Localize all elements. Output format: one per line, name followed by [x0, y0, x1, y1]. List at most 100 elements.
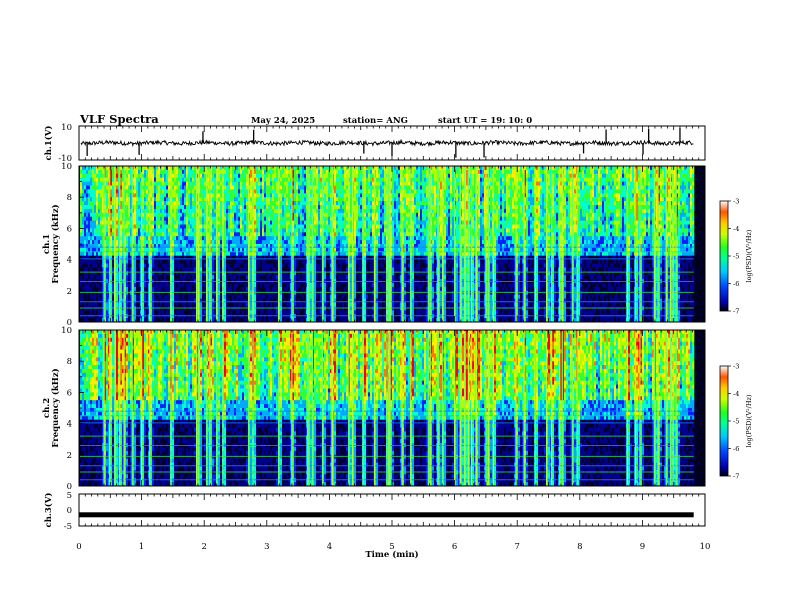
spectrogram-cell	[272, 228, 275, 233]
spectrogram-cell	[236, 290, 239, 295]
spectrogram-cell	[212, 185, 215, 190]
spectrogram-cell	[296, 275, 299, 280]
spectrogram-cell	[116, 290, 119, 295]
spectrogram-cell	[296, 263, 299, 268]
spectrogram-cell	[212, 255, 215, 260]
spectrogram-cell	[230, 244, 233, 249]
spectrogram-cell	[134, 286, 137, 292]
spectrogram-cell	[86, 251, 89, 256]
spectrogram-cell	[284, 173, 287, 178]
spectrogram-cell	[242, 302, 245, 307]
spectrogram-cell	[134, 236, 137, 241]
spectrogram-cell	[228, 267, 231, 272]
spectrogram-cell	[180, 220, 183, 225]
spectrogram-cell	[80, 205, 83, 210]
spectrogram-cell	[174, 177, 177, 182]
spectrogram-cell	[288, 251, 291, 256]
spectrogram-cell	[236, 251, 239, 256]
spectrogram-cell	[286, 247, 289, 253]
spectrogram-cell	[256, 263, 259, 268]
spectrogram-cell	[150, 314, 153, 319]
spectrogram-cell	[230, 220, 233, 225]
spectrogram-cell	[174, 201, 177, 206]
spectrogram-cell	[288, 318, 291, 323]
spectrogram-cell	[146, 290, 149, 295]
spectrogram-cell	[122, 208, 125, 214]
spectrogram-cell	[232, 212, 235, 217]
spectrogram-cell	[232, 263, 235, 268]
spectrogram-cell	[192, 302, 195, 307]
spectrogram-cell	[142, 286, 145, 292]
spectrogram-cell	[212, 236, 215, 241]
spectrogram-cell	[112, 267, 115, 272]
spectrogram-cell	[180, 212, 183, 217]
spectrogram-cell	[200, 318, 203, 323]
spectrogram-cell	[184, 197, 187, 202]
spectrogram-cell	[290, 177, 293, 182]
spectrogram-cell	[92, 314, 95, 319]
spectrogram-cell	[102, 173, 105, 178]
spectrogram-cell	[190, 294, 193, 299]
spectrogram-cell	[132, 220, 135, 225]
spectrogram-cell	[178, 236, 181, 241]
spectrogram-cell	[294, 302, 297, 307]
spectrogram-cell	[296, 294, 299, 299]
spectrogram-cell	[218, 290, 221, 295]
spectrogram-cell	[100, 318, 103, 323]
spectrogram-cell	[144, 181, 147, 186]
spectrogram-cell	[142, 310, 145, 315]
spectrogram-cell	[242, 275, 245, 280]
spectrogram-cell	[82, 166, 85, 171]
spectrogram-cell	[98, 240, 101, 245]
spectrogram-cell	[302, 185, 305, 190]
spectrogram-cell	[238, 247, 241, 253]
spectrogram-cell	[312, 318, 315, 323]
spectrogram-cell	[162, 181, 165, 186]
spectrogram-cell	[166, 169, 169, 175]
spectrogram-cell	[156, 216, 159, 221]
spectrogram-cell	[208, 290, 211, 295]
spectrogram-cell	[200, 247, 203, 253]
spectrogram-cell	[234, 205, 237, 210]
spectrogram-cell	[210, 240, 213, 245]
spectrogram-cell	[246, 232, 249, 237]
spectrogram-cell	[268, 224, 271, 229]
spectrogram-cell	[96, 290, 99, 295]
spectrogram-cell	[268, 263, 271, 268]
spectrogram-cell	[98, 216, 101, 221]
spectrogram-cell	[200, 251, 203, 256]
spectrogram-cell	[242, 267, 245, 272]
spectrogram-cell	[112, 306, 115, 311]
spectrogram-cell	[316, 314, 319, 319]
spectrogram-cell	[264, 216, 267, 221]
spectrogram-cell	[226, 314, 229, 319]
spectrogram-cell	[238, 166, 241, 171]
spectrogram-cell	[270, 306, 273, 311]
spectrogram-cell	[100, 185, 103, 190]
spectrogram-cell	[134, 294, 137, 299]
spectrogram-cell	[100, 224, 103, 229]
spectrogram-cell	[138, 197, 141, 202]
spectrogram-cell	[276, 310, 279, 315]
spectrogram-cell	[186, 255, 189, 260]
spectrogram-cell	[82, 212, 85, 217]
spectrogram-cell	[244, 201, 247, 206]
spectrogram-cell	[174, 283, 177, 288]
spectrogram-cell	[290, 263, 293, 268]
spectrogram-cell	[84, 290, 87, 295]
spectrogram-cell	[240, 263, 243, 268]
spectrogram-cell	[256, 318, 259, 323]
spectrogram-cell	[168, 290, 171, 295]
spectrogram-cell	[104, 173, 107, 178]
spectrogram-cell	[116, 302, 119, 307]
spectrogram-cell	[176, 189, 179, 194]
spectrogram-cell	[144, 232, 147, 237]
spectrogram-cell	[188, 294, 191, 299]
spectrogram-cell	[314, 302, 317, 307]
spectrogram-cell	[178, 298, 181, 303]
spectrogram-cell	[270, 197, 273, 202]
spectrogram-cell	[152, 166, 155, 171]
spectrogram-cell	[202, 302, 205, 307]
spectrogram-cell	[160, 185, 163, 190]
spectrogram-cell	[124, 251, 127, 256]
